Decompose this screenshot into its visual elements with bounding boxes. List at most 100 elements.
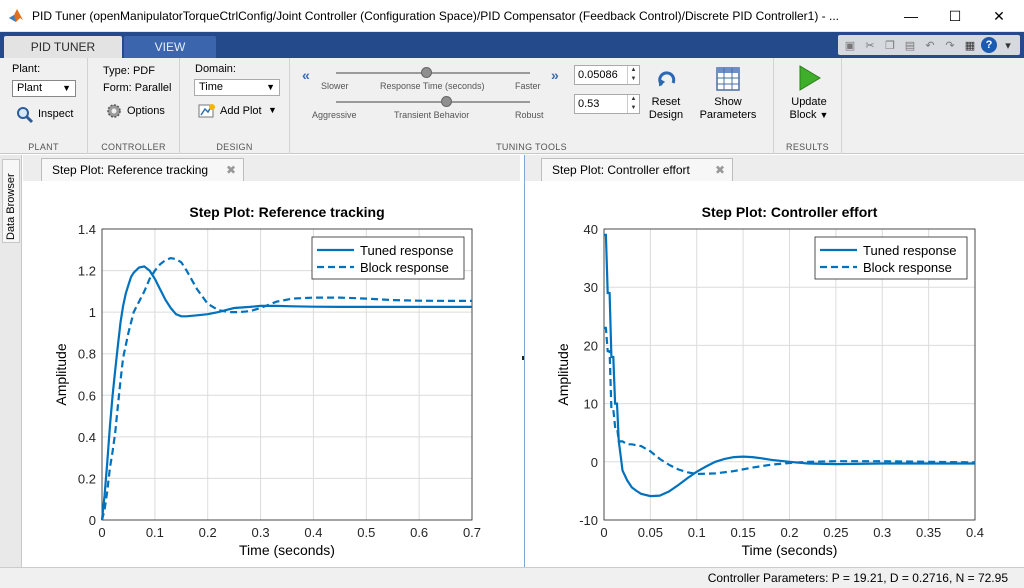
y-tick-label: -10 — [579, 513, 598, 528]
tab-controller-effort[interactable]: Step Plot: Controller effort ✖ — [541, 158, 733, 182]
series-line-tuned — [100, 265, 472, 521]
transient-behavior-label: Transient Behavior — [394, 110, 470, 120]
controller-section: Type: PDF Form: Parallel Options CONTROL… — [88, 58, 180, 154]
y-tick-label: 0.4 — [78, 430, 96, 445]
add-plot-button[interactable]: Add Plot — [220, 105, 262, 117]
y-tick-label: 1 — [89, 305, 96, 320]
response-time-field[interactable]: 0.05086 ▲ ▼ — [574, 65, 640, 85]
slower-label: Slower — [321, 81, 349, 91]
plant-dropdown[interactable]: Plant ▼ — [12, 80, 76, 97]
update-label-2: Block — [789, 109, 817, 121]
y-tick-label: 0 — [591, 455, 598, 470]
inspect-button[interactable]: Inspect — [38, 108, 74, 120]
double-chevron-right-icon[interactable]: » — [551, 67, 559, 83]
x-tick-label: 0.25 — [823, 525, 848, 540]
legend-box — [311, 236, 465, 280]
switch-windows-icon[interactable]: ▦ — [964, 39, 976, 52]
panel-divider[interactable] — [522, 356, 524, 360]
close-icon[interactable]: ✕ — [993, 7, 1005, 24]
response-time-slider-thumb[interactable] — [421, 67, 433, 78]
tab-pid-tuner[interactable]: PID TUNER — [4, 36, 122, 58]
x-tick-label: 0.5 — [357, 525, 375, 540]
spinner-icon[interactable]: ▲ ▼ — [627, 95, 639, 113]
series-line-block — [100, 256, 472, 521]
copy-icon[interactable]: ❐ — [885, 39, 895, 52]
response-time-slider-track[interactable] — [336, 72, 530, 74]
chevron-down-icon[interactable]: ▾ — [1005, 39, 1011, 52]
plant-section: Plant: Plant ▼ Inspect PLANT — [0, 58, 88, 154]
x-tick-label: 0.1 — [688, 525, 706, 540]
paste-icon[interactable]: ▤ — [904, 39, 916, 52]
close-icon[interactable]: ✖ — [225, 163, 236, 177]
x-tick-label: 0.15 — [730, 525, 755, 540]
controller-form: Form: Parallel — [103, 82, 172, 94]
cut-icon[interactable]: ✂ — [865, 39, 875, 52]
show-label-2: Parameters — [699, 109, 757, 121]
response-time-value: 0.05086 — [578, 69, 618, 81]
x-tick-label: 0.3 — [252, 525, 270, 540]
x-tick-label: 0.6 — [410, 525, 428, 540]
reset-design-button[interactable]: Reset Design — [644, 66, 688, 122]
help-icon[interactable]: ? — [981, 37, 997, 53]
series-line-tuned — [604, 233, 975, 498]
axes-box — [603, 228, 976, 521]
y-axis-label: Amplitude — [555, 343, 571, 405]
minimize-icon[interactable]: — — [904, 8, 918, 24]
y-tick-label: 0.2 — [78, 471, 96, 486]
transient-behavior-value: 0.53 — [578, 98, 600, 110]
x-tick-label: 0.4 — [304, 525, 322, 540]
reset-arrow-icon — [658, 71, 676, 87]
tuning-tools-section: « Slower Response Time (seconds) Faster … — [290, 58, 774, 154]
x-tick-label: 0 — [98, 525, 105, 540]
transient-behavior-slider-thumb[interactable] — [440, 96, 452, 107]
domain-dropdown[interactable]: Time ▼ — [194, 79, 280, 96]
section-label-results: RESULTS — [786, 142, 829, 152]
close-icon[interactable]: ✖ — [714, 163, 725, 177]
reset-label-1: Reset — [651, 96, 681, 108]
y-tick-label: 1.2 — [78, 264, 96, 279]
plant-selected-value: Plant — [17, 82, 43, 94]
chevron-down-icon[interactable]: ▼ — [268, 105, 277, 115]
chart-title: Step Plot: Reference tracking — [189, 204, 384, 220]
x-tick-label: 0.7 — [463, 525, 481, 540]
x-tick-label: 0.3 — [873, 525, 891, 540]
transient-behavior-slider-track[interactable] — [336, 101, 530, 103]
undo-icon[interactable]: ↶ — [925, 39, 935, 52]
section-label-tuning-tools: TUNING TOOLS — [496, 142, 567, 152]
legend-box — [814, 236, 968, 280]
options-button[interactable]: Options — [127, 105, 165, 117]
controller-parameters-text: Controller Parameters: P = 19.21, D = 0.… — [707, 571, 1008, 585]
window-title: PID Tuner (openManipulatorTorqueCtrlConf… — [32, 9, 840, 23]
maximize-icon[interactable]: ☐ — [948, 7, 962, 24]
tab-view[interactable]: VIEW — [124, 36, 216, 58]
legend-label: Tuned response — [863, 243, 956, 258]
double-chevron-left-icon[interactable]: « — [302, 67, 310, 83]
update-label-1: Update — [791, 96, 827, 108]
reference-tracking-plot[interactable]: 0 0.1 0.2 0.3 0.4 0.5 0.6 0.7 0 0.2 0.4 0.6 0.8 1 1.2 1… — [23, 181, 520, 567]
data-browser-tab[interactable]: Data Browser — [2, 159, 20, 243]
controller-effort-plot[interactable]: 0 0.05 0.1 0.15 0.2 0.25 0.3 0.35 0.4-1001020304… — [525, 181, 1024, 567]
chevron-down-icon: ▼ — [266, 82, 275, 92]
update-label-2-wrap: Block ▼ — [780, 109, 838, 122]
section-label-plant: PLANT — [28, 142, 59, 152]
redo-icon[interactable]: ↷ — [945, 39, 955, 52]
update-block-button[interactable]: Update Block ▼ — [780, 64, 838, 122]
x-tick-label: 0.35 — [916, 525, 941, 540]
chevron-down-icon: ▼ — [62, 83, 71, 93]
tab-reference-tracking[interactable]: Step Plot: Reference tracking ✖ — [41, 158, 244, 182]
y-tick-label: 0.8 — [78, 347, 96, 362]
legend-label: Block response — [360, 260, 449, 275]
x-tick-label: 0.2 — [780, 525, 798, 540]
response-time-label: Response Time (seconds) — [380, 81, 485, 91]
status-bar: Controller Parameters: P = 19.21, D = 0.… — [0, 567, 1024, 588]
add-plot-icon — [198, 104, 215, 118]
robust-label: Robust — [515, 110, 544, 120]
show-parameters-button[interactable]: Show Parameters — [696, 66, 760, 122]
table-icon — [716, 67, 740, 91]
spinner-icon[interactable]: ▲ ▼ — [627, 66, 639, 84]
save-icon[interactable]: ▣ — [844, 39, 856, 52]
gear-icon — [107, 104, 121, 118]
transient-behavior-field[interactable]: 0.53 ▲ ▼ — [574, 94, 640, 114]
design-section: Domain: Time ▼ Add Plot ▼ DESIGN — [180, 58, 290, 154]
